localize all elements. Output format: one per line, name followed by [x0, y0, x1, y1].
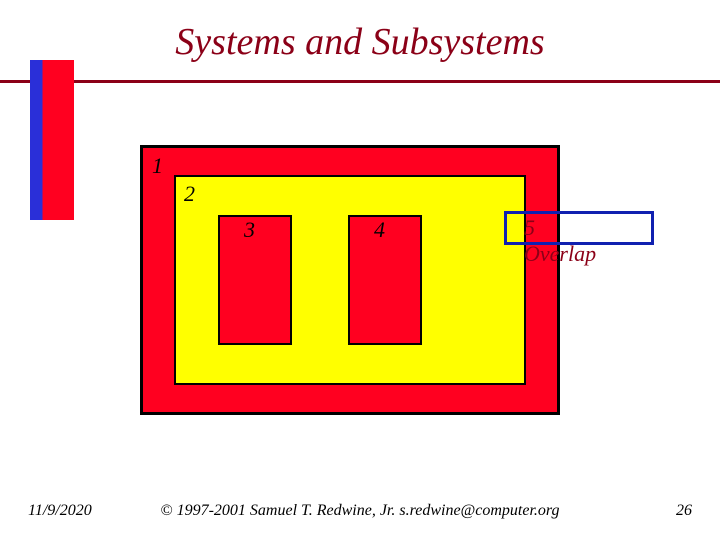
- box-1-label: 1: [152, 153, 163, 179]
- accent-bar: [30, 60, 74, 220]
- title-underline: [0, 80, 720, 83]
- box-4: [348, 215, 422, 345]
- box-2-label: 2: [184, 181, 195, 207]
- slide-title: Systems and Subsystems: [175, 21, 544, 63]
- footer-page-number: 26: [676, 502, 692, 520]
- diagram: 1 2 3 4 5 Overlap: [140, 145, 560, 415]
- box-4-label: 4: [374, 217, 385, 243]
- footer: 11/9/2020 © 1997-2001 Samuel T. Redwine,…: [0, 500, 720, 520]
- slide: Systems and Subsystems 1 2 3 4 5 Overlap…: [0, 0, 720, 540]
- footer-copyright: © 1997-2001 Samuel T. Redwine, Jr. s.red…: [0, 502, 720, 520]
- box-3: [218, 215, 292, 345]
- box-3-label: 3: [244, 217, 255, 243]
- box-5-overlap-label: 5 Overlap: [524, 215, 596, 267]
- slide-title-wrap: Systems and Subsystems: [0, 20, 720, 64]
